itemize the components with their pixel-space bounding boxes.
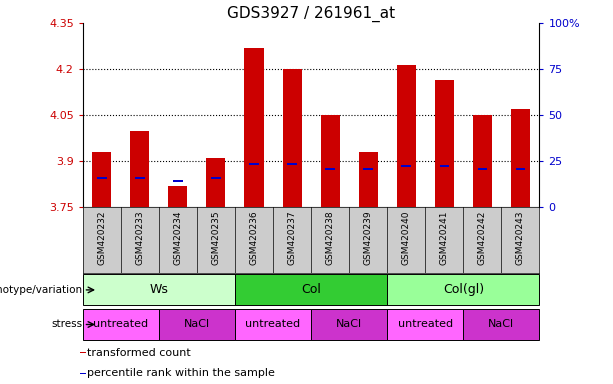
Bar bbox=[397, 65, 416, 207]
Text: GSM420241: GSM420241 bbox=[440, 210, 449, 265]
Text: GSM420240: GSM420240 bbox=[402, 210, 411, 265]
Text: GSM420242: GSM420242 bbox=[478, 210, 487, 265]
Text: GSM420234: GSM420234 bbox=[173, 210, 183, 265]
Text: GSM420239: GSM420239 bbox=[364, 210, 373, 265]
Bar bbox=[311, 309, 387, 340]
Text: NaCl: NaCl bbox=[184, 319, 210, 329]
Bar bbox=[245, 48, 264, 207]
Bar bbox=[80, 352, 86, 353]
Bar bbox=[364, 168, 373, 170]
Bar bbox=[473, 115, 492, 207]
Bar bbox=[440, 165, 449, 167]
Title: GDS3927 / 261961_at: GDS3927 / 261961_at bbox=[227, 5, 395, 22]
Bar bbox=[93, 152, 112, 207]
Text: untreated: untreated bbox=[93, 319, 148, 329]
Text: NaCl: NaCl bbox=[336, 319, 362, 329]
Text: GSM420235: GSM420235 bbox=[211, 210, 221, 265]
Bar bbox=[511, 109, 530, 207]
Text: Ws: Ws bbox=[150, 283, 169, 296]
Bar bbox=[211, 177, 221, 179]
Bar bbox=[249, 163, 259, 166]
Bar bbox=[435, 80, 454, 207]
Bar bbox=[131, 131, 150, 207]
Text: transformed count: transformed count bbox=[88, 348, 191, 358]
Bar bbox=[326, 168, 335, 170]
Text: GSM420237: GSM420237 bbox=[287, 210, 297, 265]
Text: Col(gl): Col(gl) bbox=[443, 283, 484, 296]
Bar bbox=[387, 309, 463, 340]
Bar bbox=[387, 274, 539, 306]
Bar bbox=[135, 177, 145, 179]
Text: stress: stress bbox=[51, 319, 83, 329]
Bar bbox=[287, 163, 297, 166]
Text: percentile rank within the sample: percentile rank within the sample bbox=[88, 368, 275, 378]
Bar bbox=[402, 165, 411, 167]
Bar bbox=[159, 309, 235, 340]
Text: GSM420243: GSM420243 bbox=[516, 210, 525, 265]
Text: untreated: untreated bbox=[245, 319, 300, 329]
Bar bbox=[80, 373, 86, 374]
Text: genotype/variation: genotype/variation bbox=[0, 285, 83, 295]
Text: GSM420232: GSM420232 bbox=[97, 210, 106, 265]
Bar bbox=[283, 69, 302, 207]
Bar bbox=[169, 186, 188, 207]
Text: GSM420236: GSM420236 bbox=[249, 210, 259, 265]
Text: GSM420238: GSM420238 bbox=[326, 210, 335, 265]
Bar bbox=[516, 168, 525, 170]
Text: untreated: untreated bbox=[398, 319, 453, 329]
Bar bbox=[321, 115, 340, 207]
Bar bbox=[207, 158, 226, 207]
Bar bbox=[97, 177, 107, 179]
Text: Col: Col bbox=[301, 283, 321, 296]
Bar bbox=[173, 180, 183, 182]
Bar bbox=[235, 309, 311, 340]
Text: GSM420233: GSM420233 bbox=[135, 210, 144, 265]
Text: NaCl: NaCl bbox=[489, 319, 514, 329]
Bar bbox=[235, 274, 387, 306]
Bar bbox=[478, 168, 487, 170]
Bar bbox=[83, 309, 159, 340]
Bar bbox=[359, 152, 378, 207]
Bar bbox=[83, 274, 235, 306]
Bar bbox=[463, 309, 539, 340]
